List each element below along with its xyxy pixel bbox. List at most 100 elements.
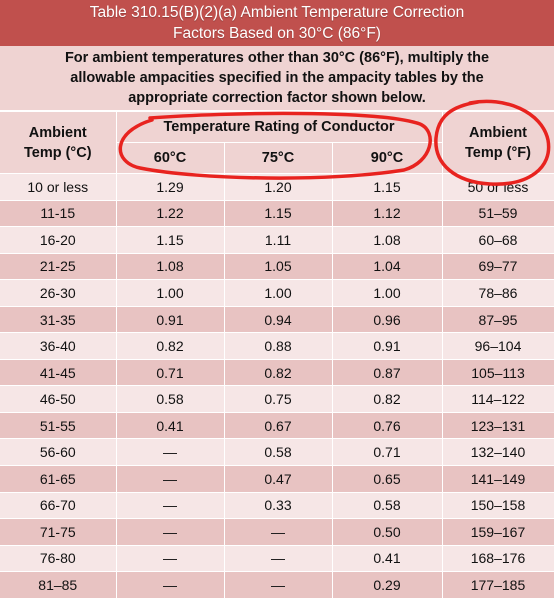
factor-60c-cell: 1.22 [116,200,225,228]
ambient-temp-c-cell: 10 or less [0,173,117,201]
header-90c: 90°C [332,142,443,174]
ambient-temp-f-cell: 114–122 [442,385,554,413]
factor-90c-cell: 1.04 [332,253,443,281]
ambient-temp-f-cell: 60–68 [442,226,554,254]
factor-60c-cell: 0.58 [116,385,225,413]
header-temperature-rating-group: Temperature Rating of Conductor [116,112,443,143]
factor-75c-cell: 0.94 [224,306,333,334]
table-row: 11-15 1.22 1.15 1.12 51–59 [0,200,554,228]
ambient-temp-c-cell: 51-55 [0,412,117,440]
factor-90c-cell: 0.87 [332,359,443,387]
table-row: 31-35 0.91 0.94 0.96 87–95 [0,306,554,334]
factor-90c-cell: 0.71 [332,438,443,467]
factor-75c-cell: — [224,571,333,599]
table-body: 10 or less 1.29 1.20 1.15 50 or less 11-15 1.2… [0,173,554,599]
factor-60c-cell: 0.41 [116,412,225,440]
ambient-temp-c-cell: 41-45 [0,359,117,387]
factor-75c-cell: — [224,518,333,546]
factor-75c-cell: 0.33 [224,492,333,520]
table-row: 46-50 0.58 0.75 0.82 114–122 [0,385,554,413]
ambient-temp-c-cell: 81–85 [0,571,117,599]
ambient-temp-c-cell: 26-30 [0,279,117,307]
table-title-line-2: Factors Based on 30°C (86°F) [173,25,381,42]
factor-75c-cell: 0.47 [224,465,333,493]
table-row: 56-60—0.58 0.71 132–140 [0,438,554,467]
factor-75c-cell: 1.11 [224,226,333,254]
factor-90c-cell: 1.08 [332,226,443,254]
ambient-temp-f-cell: 177–185 [442,571,554,599]
factor-90c-cell: 0.76 [332,412,443,440]
table-row: 10 or less 1.29 1.20 1.15 50 or less [0,173,554,201]
ambient-temp-c-cell: 36-40 [0,332,117,360]
factor-90c-cell: 0.82 [332,385,443,413]
ambient-temp-c-cell: 11-15 [0,200,117,228]
instruction-text: For ambient temperatures other than 30°C… [0,46,554,112]
instruction-line-3: appropriate correction factor shown belo… [128,90,426,106]
ambient-temp-f-cell: 141–149 [442,465,554,493]
factor-60c-cell: — [116,518,225,546]
ambient-temp-c-cell: 56-60 [0,438,117,467]
factor-90c-cell: 0.50 [332,518,443,546]
factor-90c-cell: 0.29 [332,571,443,599]
header-75c: 75°C [224,142,333,174]
factor-75c-cell: — [224,545,333,573]
factor-60c-cell: 0.91 [116,306,225,334]
factor-75c-cell: 1.00 [224,279,333,307]
ambient-temp-f-cell: 96–104 [442,332,554,360]
factor-90c-cell: 1.00 [332,279,443,307]
table-row: 21-25 1.08 1.05 1.04 69–77 [0,253,554,281]
factor-60c-cell: 1.08 [116,253,225,281]
ambient-temp-f-cell: 87–95 [442,306,554,334]
header-ambient-f-line-1: Ambient [469,124,527,141]
header-ambient-f-line-2: Temp (°F) [465,144,531,161]
factor-75c-cell: 0.75 [224,385,333,413]
factor-75c-cell: 0.82 [224,359,333,387]
factor-60c-cell: — [116,571,225,599]
table-row: 76-80— —0.41 168–176 [0,545,554,573]
factor-75c-cell: 1.20 [224,173,333,201]
ambient-temp-f-cell: 78–86 [442,279,554,307]
factor-75c-cell: 1.15 [224,200,333,228]
factor-60c-cell: 1.29 [116,173,225,201]
factor-60c-cell: — [116,492,225,520]
factor-90c-cell: 0.58 [332,492,443,520]
ambient-temp-f-cell: 50 or less [442,173,554,201]
header-60c: 60°C [116,142,225,174]
ambient-temp-f-cell: 159–167 [442,518,554,546]
factor-60c-cell: 0.71 [116,359,225,387]
header-ambient-temp-f: Ambient Temp (°F) [442,112,554,174]
instruction-line-2: allowable ampacities specified in the am… [70,70,484,86]
factor-75c-cell: 0.88 [224,332,333,360]
factor-60c-cell: — [116,438,225,467]
table-row: 26-30 1.00 1.00 1.00 78–86 [0,279,554,307]
ambient-temp-f-cell: 150–158 [442,492,554,520]
correction-factor-table: Ambient Temp (°C) Temperature Rating of … [0,112,554,599]
table-row: 81–85— —0.29 177–185 [0,571,554,599]
ambient-temp-c-cell: 21-25 [0,253,117,281]
table-row: 16-20 1.15 1.11 1.08 60–68 [0,226,554,254]
header-ambient-c-line-2: Temp (°C) [23,144,92,161]
ambient-temp-c-cell: 46-50 [0,385,117,413]
factor-60c-cell: 0.82 [116,332,225,360]
ambient-temp-c-cell: 71-75 [0,518,117,546]
table-row: 36-40 0.82 0.88 0.91 96–104 [0,332,554,360]
header-ambient-c-line-1: Ambient [28,124,87,141]
table-row: 41-45 0.71 0.82 0.87 105–113 [0,359,554,387]
table-title-line-1: Table 310.15(B)(2)(a) Ambient Temperatur… [89,4,465,21]
ambient-temp-c-cell: 16-20 [0,226,117,254]
ambient-temp-c-cell: 66-70 [0,492,117,520]
ambient-temp-c-cell: 31-35 [0,306,117,334]
factor-90c-cell: 1.12 [332,200,443,228]
header-ambient-temp-c: Ambient Temp (°C) [0,112,117,174]
factor-60c-cell: 1.15 [116,226,225,254]
ambient-temp-c-cell: 61-65 [0,465,117,493]
ambient-temp-f-cell: 132–140 [442,438,554,467]
factor-90c-cell: 1.15 [332,173,443,201]
factor-90c-cell: 0.41 [332,545,443,573]
ambient-temp-f-cell: 168–176 [442,545,554,573]
factor-90c-cell: 0.96 [332,306,443,334]
table-row: 51-55 0.41 0.67 0.76 123–131 [0,412,554,440]
table-row: 61-65—0.47 0.65 141–149 [0,465,554,493]
ambient-temp-c-cell: 76-80 [0,545,117,573]
